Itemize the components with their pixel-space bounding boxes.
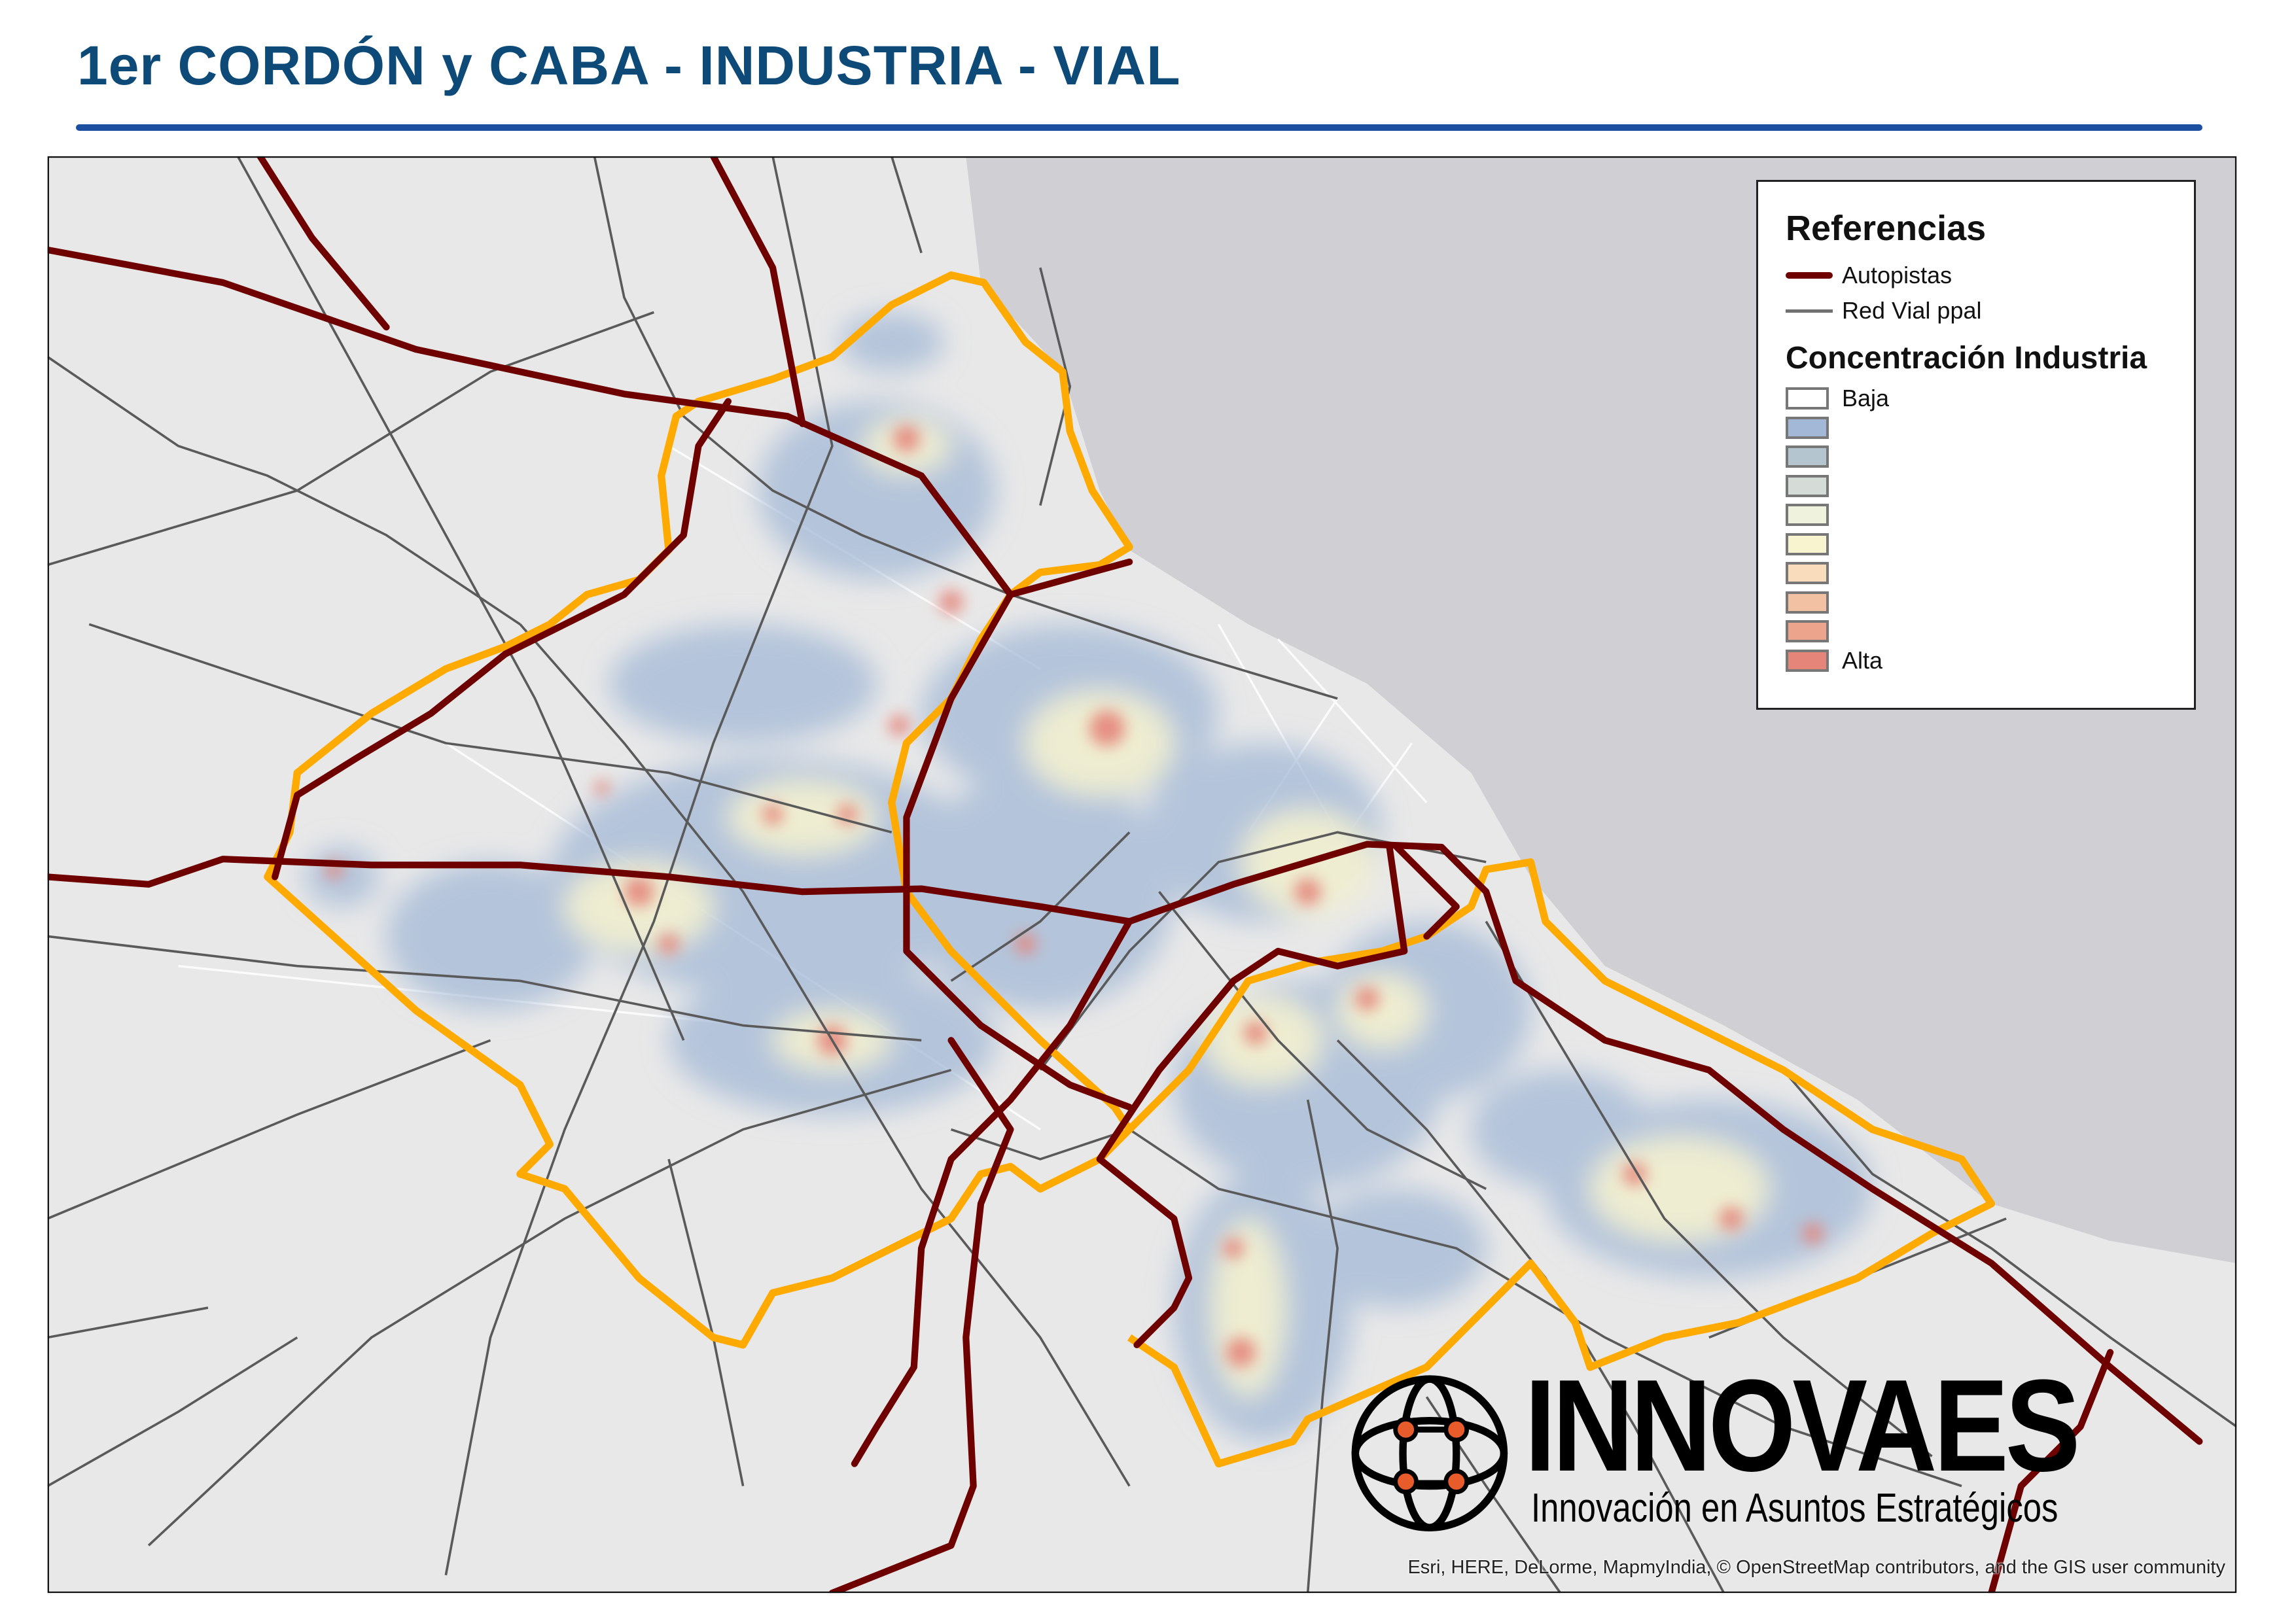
legend-label: Autopistas <box>1842 262 1952 288</box>
density-swatch <box>1786 416 1829 439</box>
legend-label: Red Vial ppal <box>1842 297 1982 324</box>
map-legend: Referencias Autopistas Red Vial ppal Con… <box>1756 180 2196 710</box>
heat-hotspots <box>325 425 1824 1367</box>
density-swatch <box>1786 474 1829 497</box>
density-swatch <box>1786 562 1829 585</box>
legend-density-item <box>1786 472 2194 501</box>
legend-density-title: Concentración Industria <box>1786 341 2147 375</box>
title-underline <box>76 124 2202 131</box>
legend-label: Baja <box>1842 385 1890 412</box>
legend-item-autopistas: Autopistas <box>1786 258 2194 293</box>
study-area-boundary <box>264 271 1996 1468</box>
legend-density-item: Baja <box>1786 384 2194 413</box>
legend-density-item <box>1786 617 2194 646</box>
legend-density-item <box>1786 500 2194 530</box>
legend-density-item <box>1786 442 2194 472</box>
density-swatch <box>1786 532 1829 555</box>
density-swatch <box>1786 649 1829 672</box>
density-swatch <box>1786 591 1829 614</box>
legend-label: Alta <box>1842 646 1883 674</box>
density-swatch <box>1786 504 1829 527</box>
legend-density-item <box>1786 530 2194 559</box>
legend-density-item <box>1786 588 2194 618</box>
legend-density-item <box>1786 413 2194 443</box>
density-swatch <box>1786 620 1829 643</box>
legend-title: Referencias <box>1786 209 1987 248</box>
density-swatches: Baja Alta <box>1786 384 2194 675</box>
legend-item-red-vial: Red Vial ppal <box>1786 293 2194 328</box>
innovaes-logo-icon <box>1351 1375 1508 1531</box>
logo-tagline: Innovación en Asuntos Estratégicos <box>1531 1486 2058 1531</box>
map-attribution: Esri, HERE, DeLorme, MapmyIndia, © OpenS… <box>1407 1557 2225 1578</box>
logo-wordmark: INNOVAES <box>1525 1353 2081 1499</box>
highways <box>47 156 2203 1594</box>
legend-density-item: Alta <box>1786 646 2194 676</box>
map-title: 1er CORDÓN y CABA - INDUSTRIA - VIAL <box>77 35 1181 96</box>
road-line-swatch <box>1786 309 1833 313</box>
legend-density-item <box>1786 559 2194 588</box>
main-roads <box>47 156 2237 1594</box>
density-swatch <box>1786 445 1829 468</box>
highway-line-swatch <box>1786 272 1833 279</box>
density-swatch <box>1786 387 1829 410</box>
